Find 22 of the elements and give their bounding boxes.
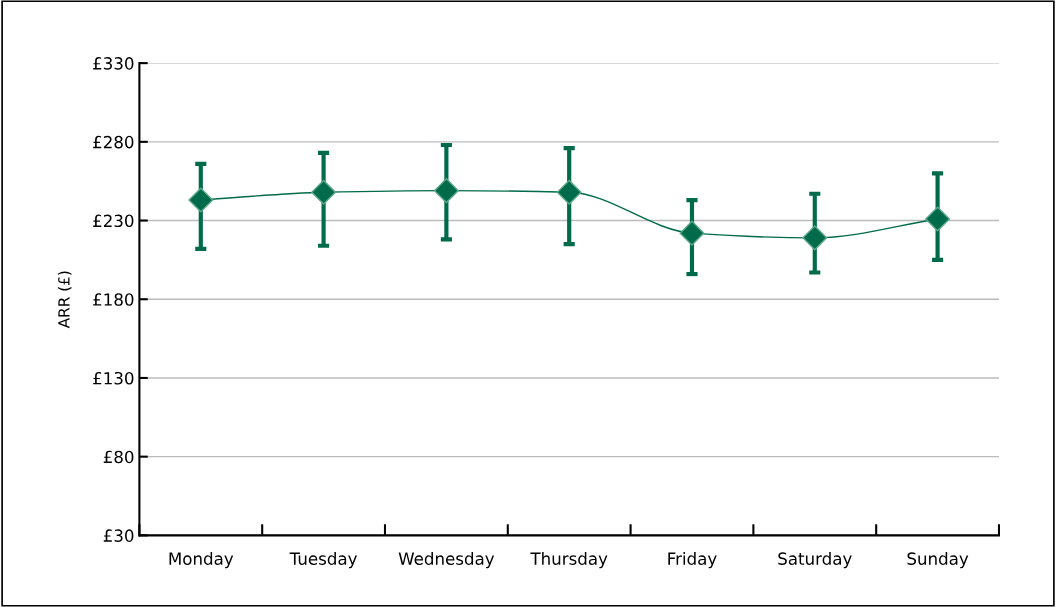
point xyxy=(556,179,582,205)
x-tick-label: Thursday xyxy=(530,552,608,569)
x-tick-label: Saturday xyxy=(778,552,852,569)
y-axis-title: ARR (£) xyxy=(57,271,72,329)
y-tick-label: £280 xyxy=(93,135,134,149)
point xyxy=(433,178,459,204)
y-tick-label: £80 xyxy=(103,450,134,464)
y-tick-label: £130 xyxy=(93,371,134,385)
x-tick-label: Sunday xyxy=(907,552,969,569)
y-tick-label: £230 xyxy=(93,214,134,228)
y-tick-label: £180 xyxy=(93,293,134,306)
point xyxy=(679,220,705,246)
x-tick-label: Monday xyxy=(169,552,234,569)
point xyxy=(188,187,214,213)
point xyxy=(311,179,337,205)
point xyxy=(802,225,828,251)
x-tick-label: Tuesday xyxy=(289,552,357,569)
x-tick-label: Friday xyxy=(668,552,717,569)
x-tick-label: Wednesday xyxy=(398,552,495,569)
y-tick-label: £330 xyxy=(93,57,134,70)
y-tick-label: £30 xyxy=(103,529,134,542)
point xyxy=(925,206,951,232)
